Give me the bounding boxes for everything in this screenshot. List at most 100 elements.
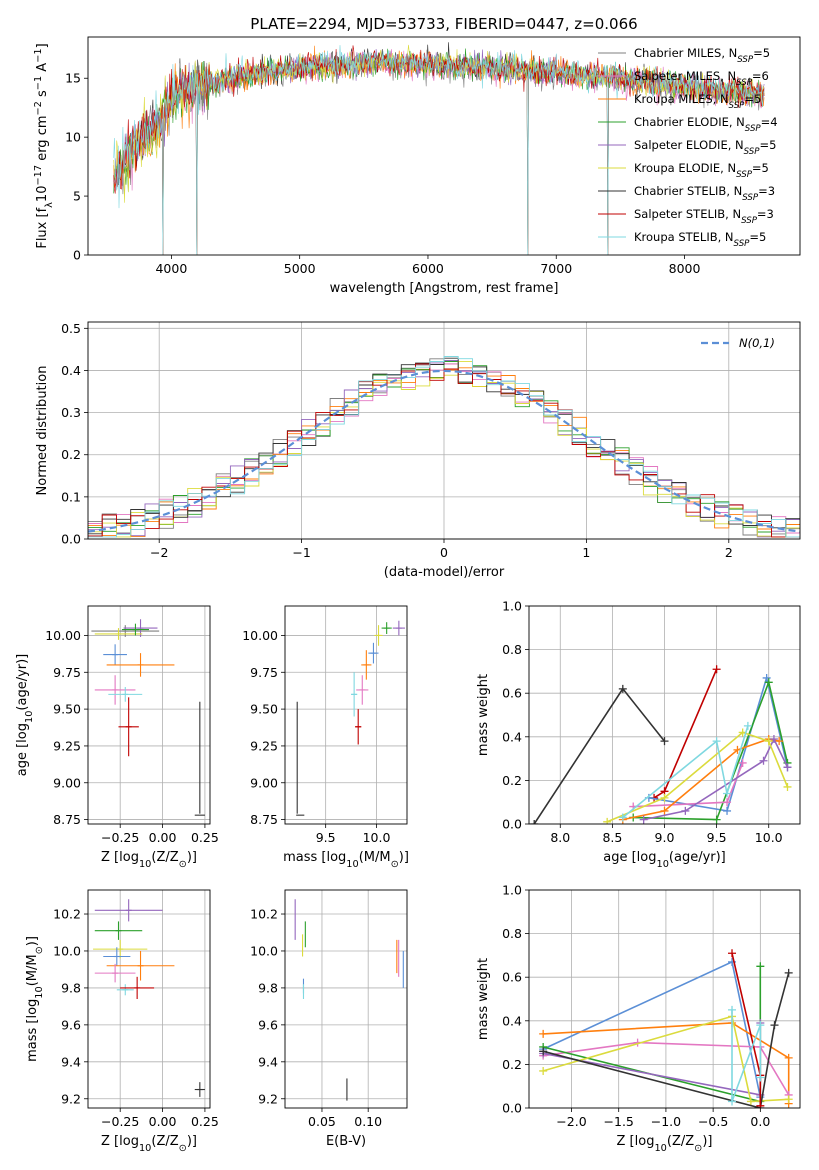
spectrum-frame — [87, 36, 801, 256]
age_vs_mass-ytick-label-5: 10.00 — [242, 628, 278, 643]
age_vs_mass-xtick-label-0: 9.5 — [316, 830, 336, 845]
spectrum-xtick-label-0: 4000 — [155, 261, 187, 276]
mass_vs_EBV-ytick-label-1: 9.4 — [258, 1054, 278, 1069]
mass_vs_EBV-xlabel: E(B-V) — [326, 1134, 366, 1149]
weight_vs_age-xtick-label-3: 9.5 — [707, 830, 727, 845]
weight_vs_Z-marker-1-2 — [784, 1053, 793, 1062]
weight_vs_Z-marker-6-2 — [770, 1021, 779, 1030]
spectrum-legend-label-1: Salpeter MILES, NSSP=6 — [634, 69, 769, 88]
age_vs_mass-ytick-label-3: 9.50 — [250, 702, 278, 717]
weight_vs_Z-xtick-label-2: −1.0 — [651, 1114, 681, 1129]
spectrum-legend: Chabrier MILES, NSSP=5 Salpeter MILES, NS… — [598, 46, 778, 249]
mass_vs_Z-ytick-label-2: 9.6 — [61, 1017, 81, 1032]
weight_vs_age-marker-7-1 — [660, 793, 669, 802]
residuals-ytick-label-2: 0.2 — [61, 447, 81, 462]
age_vs_mass-point-2 — [374, 625, 383, 646]
mass_vs_Z-ytick-label-1: 9.4 — [61, 1054, 81, 1069]
weight_vs_age-marker-8-0 — [618, 813, 627, 822]
figure-title: PLATE=2294, MJD=53733, FIBERID=0447, z=0… — [250, 15, 637, 33]
weight_vs_age-series-6 — [639, 734, 792, 824]
mass_vs_Z-xtick-label-2: 0.25 — [191, 1114, 219, 1129]
mass_vs_EBV-ytick-label-4: 10.0 — [250, 943, 278, 958]
mass_vs_Z-ytick-label-4: 10.0 — [53, 943, 81, 958]
weight_vs_Z-marker-3-2 — [756, 962, 765, 971]
weight_vs_age-marker-0-0 — [530, 820, 539, 824]
spectrum-ylabel: Flux [fλ10−17 erg cm−2 s−1 A−1] — [33, 43, 55, 248]
spectrum-legend-label-8: Kroupa STELIB, NSSP=5 — [634, 230, 766, 249]
age_vs_mass-ytick-label-4: 9.75 — [250, 665, 278, 680]
weight_vs_age-xlabel: age [log10(age/yr)] — [603, 850, 726, 870]
weight_vs_age-marker-8-1 — [712, 737, 721, 746]
weight_vs_age-marker-0-1 — [618, 684, 627, 693]
mass_vs_Z-axes: −0.25 0.00 0.25 9.2 9.4 9.6 9.8 10.0 10.2 — [53, 890, 219, 1129]
weight_vs_Z-ytick-label-5: 1.0 — [502, 883, 522, 898]
weight_vs_age-marker-7-3 — [764, 737, 773, 746]
mass_vs_EBV-xtick-label-0: 0.05 — [308, 1114, 336, 1129]
mass_vs_Z-point-4 — [106, 950, 175, 981]
spectrum-legend-label-5: Kroupa ELODIE, NSSP=5 — [634, 161, 769, 180]
age_vs_Z-point-3 — [121, 623, 149, 636]
weight_vs_Z-marker-7-0 — [728, 949, 737, 958]
weight_vs_age-marker-6-4 — [783, 763, 792, 772]
age_vs_mass-point-1 — [381, 622, 392, 634]
weight_vs_Z-series — [539, 949, 793, 1108]
weight_vs_age-marker-4-2 — [738, 758, 747, 767]
weight_vs_Z-marker-8-1 — [728, 1097, 737, 1106]
weight_vs_age-xtick-label-4: 10.0 — [755, 830, 783, 845]
spectrum-line-7 — [113, 45, 765, 255]
residuals-xtick-label-1: −1 — [292, 545, 310, 560]
mass_vs_EBV-axes: 0.05 0.10 9.2 9.4 9.6 9.8 10.0 10.2 — [250, 890, 407, 1129]
residuals-ytick-label-5: 0.5 — [61, 321, 81, 336]
weight_vs_Z-marker-7-2 — [756, 1101, 765, 1108]
weight_vs_age-frame — [528, 605, 801, 825]
age_vs_Z-ylabel: age [log10(age/yr)] — [15, 654, 35, 777]
age_vs_mass-ytick-label-2: 9.25 — [250, 738, 278, 753]
age_vs_mass-point-0 — [392, 620, 405, 636]
weight_vs_Z-marker-6-0 — [539, 1047, 548, 1056]
spectrum-xtick-label-3: 7000 — [540, 261, 572, 276]
age_vs_Z-ytick-label-5: 10.00 — [45, 628, 81, 643]
residuals-ytick-label-1: 0.1 — [61, 489, 81, 504]
weight_vs_age-marker-8-2 — [723, 789, 732, 798]
age_vs_Z-point-4 — [103, 644, 127, 665]
age_vs_mass-ytick-label-0: 8.75 — [250, 812, 278, 827]
mass_vs_Z-ylabel: mass [log10(M/M⊙)] — [25, 936, 45, 1062]
spectrum-ytick-label-3: 15 — [65, 71, 81, 86]
weight_vs_age-marker-5-1 — [660, 806, 669, 815]
age_vs_Z-point-8 — [118, 697, 139, 757]
mass_vs_Z-ytick-label-0: 9.2 — [61, 1091, 81, 1106]
weight_vs_age-ytick-label-4: 0.8 — [502, 642, 522, 657]
mass_vs_Z-points — [93, 899, 205, 1097]
weight_vs_age-series-3 — [629, 678, 792, 824]
weight_vs_age-series-4 — [629, 758, 747, 811]
mass_vs_Z-point-2 — [93, 939, 148, 959]
spectrum-ytick-label-1: 5 — [73, 189, 81, 204]
weight_vs_age-series-8 — [618, 721, 752, 822]
spectrum-line-8 — [113, 45, 765, 255]
weight_vs_age-marker-5-4 — [775, 737, 784, 746]
spectrum-xtick-label-4: 8000 — [669, 261, 701, 276]
weight_vs_age-marker-7-4 — [783, 782, 792, 791]
weight_vs_Z-marker-5-3 — [784, 1095, 793, 1104]
age_vs_Z-ytick-label-2: 9.25 — [53, 738, 81, 753]
age_vs_Z-ytick-label-0: 8.75 — [53, 812, 81, 827]
mass_vs_Z-xtick-label-1: 0.00 — [149, 1114, 177, 1129]
weight_vs_Z-ytick-label-4: 0.8 — [502, 926, 522, 941]
weight_vs_Z-xtick-label-1: −1.5 — [604, 1114, 634, 1129]
age_vs_mass-ytick-label-1: 9.00 — [250, 775, 278, 790]
residuals-xtick-label-0: −2 — [150, 545, 168, 560]
weight_vs_Z-marker-1-0 — [539, 1029, 548, 1038]
age_vs_mass-point-7 — [355, 709, 362, 745]
mass_vs_Z-ytick-label-3: 9.8 — [61, 980, 81, 995]
weight_vs_age-ytick-label-3: 0.6 — [502, 686, 522, 701]
age_vs_Z-frame — [87, 605, 211, 825]
spectrum-ytick-label-0: 0 — [73, 248, 81, 263]
weight_vs_Z-ylabel: mass weight — [476, 958, 491, 1040]
residuals-ytick-label-3: 0.3 — [61, 405, 81, 420]
weight_vs_age-series-5 — [618, 734, 784, 824]
age_vs_Z-point-0 — [91, 625, 160, 637]
weight_vs_age-marker-6-2 — [759, 756, 768, 765]
age_vs_Z-points — [91, 619, 205, 816]
age_vs_Z-xtick-label-0: −0.25 — [101, 830, 139, 845]
weight_vs_age-marker-2-1 — [723, 806, 732, 815]
